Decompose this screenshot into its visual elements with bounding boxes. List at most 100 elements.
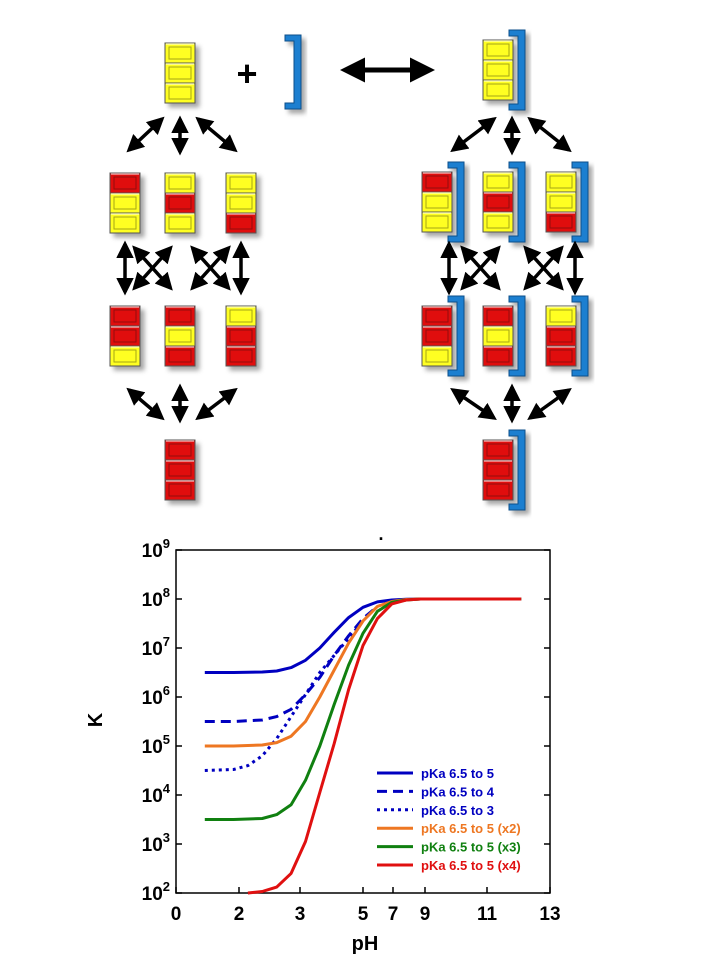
plus-sign: + — [236, 53, 257, 94]
free-state-4 — [225, 172, 257, 234]
y-tick-label-7: 103 — [142, 830, 170, 856]
bound-cross-left — [460, 245, 501, 291]
y-axis-label: K — [85, 712, 107, 727]
chart-series — [204, 597, 522, 895]
free-state-5 — [109, 305, 141, 367]
bound-arrow-top-right — [527, 116, 572, 153]
free-state-8-block-2 — [164, 459, 196, 481]
free-state-3-block-3 — [164, 212, 196, 234]
free-state-6-block-1 — [164, 305, 196, 327]
bound-receptor-8 — [508, 429, 526, 511]
bound-state-7-block-1 — [545, 305, 577, 327]
bound-state-1-block-3 — [482, 79, 514, 101]
bound-state-7-block-3 — [545, 345, 577, 367]
free-state-4-block-2 — [225, 192, 257, 214]
bound-arrow-top-left — [450, 116, 497, 153]
bound-receptor-3 — [508, 161, 526, 243]
free-state-7 — [225, 305, 257, 367]
bound-state-2 — [421, 171, 453, 233]
free-arrow-bottom-left — [126, 387, 165, 421]
free-state-6-block-2 — [164, 325, 196, 347]
free-receptor-bracket — [284, 34, 302, 110]
free-arrow-bottom-right — [195, 387, 238, 421]
x-tick-label-4: 5 — [358, 904, 369, 925]
bound-receptor-6 — [508, 295, 526, 377]
series-line-6 — [247, 597, 522, 895]
free-state-1-block-2 — [164, 62, 196, 84]
transition-arrows — [116, 115, 584, 424]
bound-state-3-block-3 — [482, 211, 514, 233]
free-state-2-block-3 — [109, 212, 141, 234]
x-tick-label-1: 0 — [171, 904, 182, 925]
bound-state-2-block-1 — [421, 171, 453, 193]
y-tick-label-3: 107 — [142, 634, 170, 660]
bound-state-2-block-3 — [421, 211, 453, 233]
y-axis-ticks: 109 108 107 106 105 104 103 102 — [142, 536, 550, 905]
legend-label-1: pKa 6.5 to 5 — [421, 766, 494, 781]
bound-state-6-block-1 — [482, 305, 514, 327]
free-state-1-block-3 — [164, 82, 196, 104]
bound-state-6-block-3 — [482, 345, 514, 367]
bound-receptor-2 — [447, 161, 465, 243]
x-axis-label: pH — [352, 933, 379, 955]
x-axis-ticks: 0 2 3 5 7 9 11 13 — [171, 887, 561, 925]
x-tick-label-3: 3 — [295, 904, 306, 925]
free-cross-right — [190, 245, 231, 291]
free-state-2 — [109, 172, 141, 234]
series-line-3 — [204, 620, 365, 772]
bound-state-3 — [482, 171, 514, 233]
bound-receptor-4 — [571, 161, 589, 243]
bound-state-1-block-1 — [482, 39, 514, 61]
bound-state-3-block-1 — [482, 171, 514, 193]
bound-receptor-5 — [447, 295, 465, 377]
bound-state-7-block-2 — [545, 325, 577, 347]
bound-state-5 — [421, 305, 453, 367]
y-tick-label-5: 105 — [142, 732, 170, 758]
x-tick-label-7: 11 — [477, 904, 498, 925]
legend-label-2: pKa 6.5 to 4 — [421, 784, 495, 799]
y-tick-label-4: 106 — [142, 683, 170, 709]
bound-state-8-block-3 — [482, 479, 514, 501]
free-arrow-top-right — [195, 116, 238, 153]
legend-label-6: pKa 6.5 to 5 (x4) — [421, 858, 521, 873]
free-state-6 — [164, 305, 196, 367]
free-state-3-block-1 — [164, 172, 196, 194]
legend-label-4: pKa 6.5 to 5 (x2) — [421, 821, 521, 836]
binding-constant-chart: . 109 108 107 106 105 104 103 102 0 2 3 5 7 9 11 13 pH… — [85, 524, 561, 955]
x-tick-label-6: 9 — [420, 904, 431, 925]
bound-state-5-block-2 — [421, 325, 453, 347]
free-state-7-block-1 — [225, 305, 257, 327]
x-tick-label-5: 7 — [388, 904, 399, 925]
free-state-6-block-3 — [164, 345, 196, 367]
legend-label-3: pKa 6.5 to 3 — [421, 803, 494, 818]
free-state-4-block-3 — [225, 212, 257, 234]
y-tick-label-1: 109 — [142, 536, 170, 562]
free-state-2-block-2 — [109, 192, 141, 214]
y-tick-label-6: 104 — [142, 781, 171, 807]
free-state-7-block-3 — [225, 345, 257, 367]
bound-state-4-block-1 — [545, 171, 577, 193]
free-state-7-block-2 — [225, 325, 257, 347]
bound-state-1 — [482, 39, 514, 101]
bound-state-8-block-2 — [482, 459, 514, 481]
free-state-8-block-3 — [164, 479, 196, 501]
chart-legend: pKa 6.5 to 5 pKa 6.5 to 4 pKa 6.5 to 3 pKa … — [377, 766, 521, 873]
bound-state-8 — [482, 439, 514, 501]
free-arrow-top-left — [126, 116, 165, 153]
free-state-5-block-2 — [109, 325, 141, 347]
x-tick-label-8: 13 — [539, 904, 560, 925]
free-state-4-block-1 — [225, 172, 257, 194]
bound-state-2-block-2 — [421, 191, 453, 213]
bound-state-3-block-2 — [482, 191, 514, 213]
bound-state-1-block-2 — [482, 59, 514, 81]
bound-state-8-block-1 — [482, 439, 514, 461]
bound-state-5-block-1 — [421, 305, 453, 327]
y-tick-label-2: 108 — [142, 585, 170, 611]
bound-state-7 — [545, 305, 577, 367]
free-ligand-states — [109, 42, 257, 501]
free-cross-left — [132, 245, 173, 291]
legend-label-5: pKa 6.5 to 5 (x3) — [421, 840, 521, 855]
free-state-3-block-2 — [164, 192, 196, 214]
bound-receptor-1 — [508, 29, 526, 111]
bound-state-6 — [482, 305, 514, 367]
